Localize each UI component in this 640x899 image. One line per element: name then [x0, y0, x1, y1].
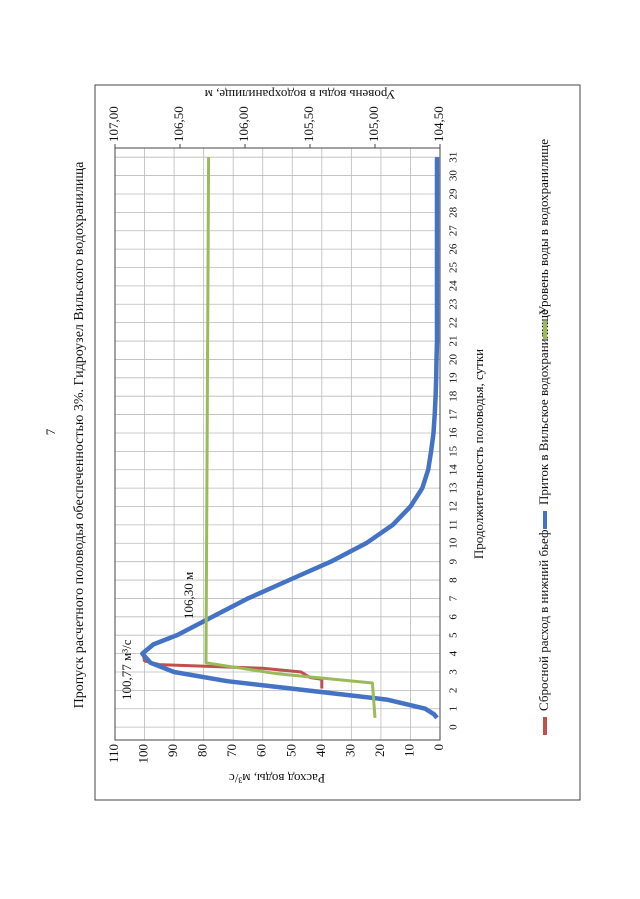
x-tick-label: 15 — [448, 445, 460, 457]
x-tick-label: 10 — [448, 537, 460, 549]
y2-axis-label: Уровень воды в водохранилище, м — [205, 87, 396, 102]
x-tick-label: 8 — [448, 577, 460, 583]
y2-tick-label: 106,00 — [236, 106, 251, 142]
chart: 7 Пропуск расчетного половодья обеспечен… — [43, 84, 581, 801]
x-tick-label: 26 — [448, 243, 460, 255]
y2-tick-label: 107,00 — [106, 106, 121, 142]
x-tick-label: 1 — [448, 706, 460, 712]
x-tick-label: 31 — [448, 152, 460, 163]
y2-tick-label: 105,00 — [366, 106, 381, 142]
x-axis-label: Продолжительность половодья, сутки — [471, 349, 486, 559]
y2-tick-label: 105,50 — [301, 106, 316, 142]
x-tick-label: 4 — [448, 650, 460, 656]
x-tick-label: 28 — [448, 206, 460, 218]
y-tick-label: 80 — [195, 744, 210, 757]
x-tick-label: 27 — [448, 225, 460, 237]
x-tick-label: 2 — [448, 688, 460, 694]
y-axis-label: Расход воды, м³/с — [229, 771, 325, 786]
legend-label: Уровень воды в водохранилище — [536, 139, 551, 315]
y-tick-label: 110 — [106, 744, 121, 763]
x-tick-label: 21 — [448, 336, 460, 347]
legend-label: Сбросной расход в нижний бьеф — [536, 530, 551, 711]
y-tick-label: 30 — [342, 744, 357, 757]
x-tick-label: 25 — [448, 262, 460, 274]
x-tick-label: 24 — [448, 280, 460, 292]
x-tick-label: 3 — [448, 669, 460, 675]
series-line — [140, 157, 440, 720]
chart-frame — [94, 84, 581, 801]
x-tick-label: 19 — [448, 372, 460, 384]
series-line — [204, 157, 377, 719]
y-tick-label: 60 — [254, 744, 269, 757]
y-tick-label: 20 — [372, 744, 387, 757]
y2-tick-label: 104,50 — [431, 106, 446, 142]
x-tick-label: 18 — [448, 390, 460, 402]
y-tick-label: 100 — [136, 744, 151, 764]
x-tick-label: 9 — [448, 558, 460, 564]
x-tick-label: 23 — [448, 298, 460, 310]
page-number: 7 — [43, 428, 58, 435]
x-tick-label: 7 — [448, 595, 460, 601]
x-tick-label: 22 — [448, 317, 460, 328]
x-tick-label: 11 — [448, 520, 460, 531]
x-tick-label: 6 — [448, 614, 460, 620]
x-tick-label: 30 — [448, 170, 460, 182]
plot-frame — [114, 147, 441, 741]
y-tick-label: 70 — [224, 744, 239, 757]
annotation: 100,77 м³/с — [119, 639, 134, 700]
y-tick-label: 50 — [283, 744, 298, 757]
x-tick-label: 5 — [448, 632, 460, 638]
y-tick-label: 40 — [313, 744, 328, 757]
legend-label: Приток в Вильское водохранилище — [536, 309, 551, 505]
y-tick-label: 0 — [431, 744, 446, 751]
x-tick-label: 14 — [448, 464, 460, 476]
x-tick-label: 12 — [448, 501, 460, 512]
x-tick-label: 16 — [448, 427, 460, 439]
x-tick-label: 17 — [448, 409, 460, 421]
annotation: 106,30 м — [181, 572, 196, 619]
y-tick-label: 10 — [401, 744, 416, 757]
x-tick-label: 0 — [448, 724, 460, 730]
x-tick-label: 13 — [448, 482, 460, 494]
y2-tick-label: 106,50 — [171, 106, 186, 142]
y-tick-label: 90 — [165, 744, 180, 757]
x-tick-label: 29 — [448, 188, 460, 200]
chart-title: Пропуск расчетного половодья обеспеченно… — [72, 161, 87, 708]
x-tick-label: 20 — [448, 353, 460, 365]
